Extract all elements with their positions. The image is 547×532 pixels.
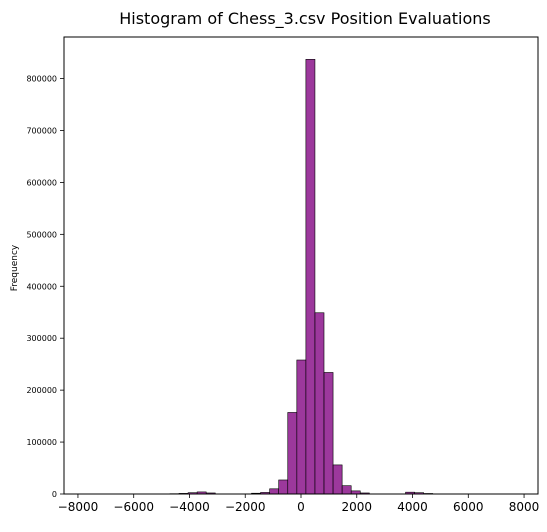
chart-title: Histogram of Chess_3.csv Position Evalua…	[119, 9, 491, 29]
histogram-bar	[270, 489, 279, 494]
histogram-bar	[333, 465, 342, 494]
histogram-bar	[297, 360, 306, 494]
x-tick-label: −2000	[225, 500, 266, 514]
histogram-bar	[315, 313, 324, 494]
histogram-bar	[306, 59, 315, 494]
x-tick-label: −8000	[58, 500, 99, 514]
histogram-bar	[324, 372, 333, 494]
y-tick-label: 100000	[26, 438, 57, 447]
y-tick-label: 0	[52, 490, 57, 499]
histogram-bar	[279, 480, 288, 494]
x-tick-label: 2000	[341, 500, 372, 514]
y-axis-label: Frequency	[10, 244, 20, 291]
x-tick-label: 0	[297, 500, 305, 514]
x-tick-label: −4000	[169, 500, 210, 514]
x-tick-label: 6000	[453, 500, 484, 514]
y-tick-label: 700000	[26, 126, 57, 135]
y-tick-label: 400000	[26, 282, 57, 291]
x-tick-label: 4000	[397, 500, 428, 514]
y-axis-ticks: 0 100000 200000 300000 400000 500000 600000 700…	[26, 75, 64, 499]
histogram-bar	[342, 486, 351, 494]
bars-group	[170, 59, 433, 494]
y-tick-label: 500000	[26, 230, 57, 239]
y-tick-label: 600000	[26, 178, 57, 187]
x-axis-ticks: −8000 −6000 −4000 −2000 0 2000 4000 6000 8000	[58, 494, 540, 514]
y-tick-label: 200000	[26, 386, 57, 395]
x-tick-label: −6000	[113, 500, 154, 514]
x-tick-label: 8000	[509, 500, 540, 514]
histogram-bar	[288, 412, 297, 494]
y-tick-label: 300000	[26, 334, 57, 343]
y-tick-label: 800000	[26, 75, 57, 84]
